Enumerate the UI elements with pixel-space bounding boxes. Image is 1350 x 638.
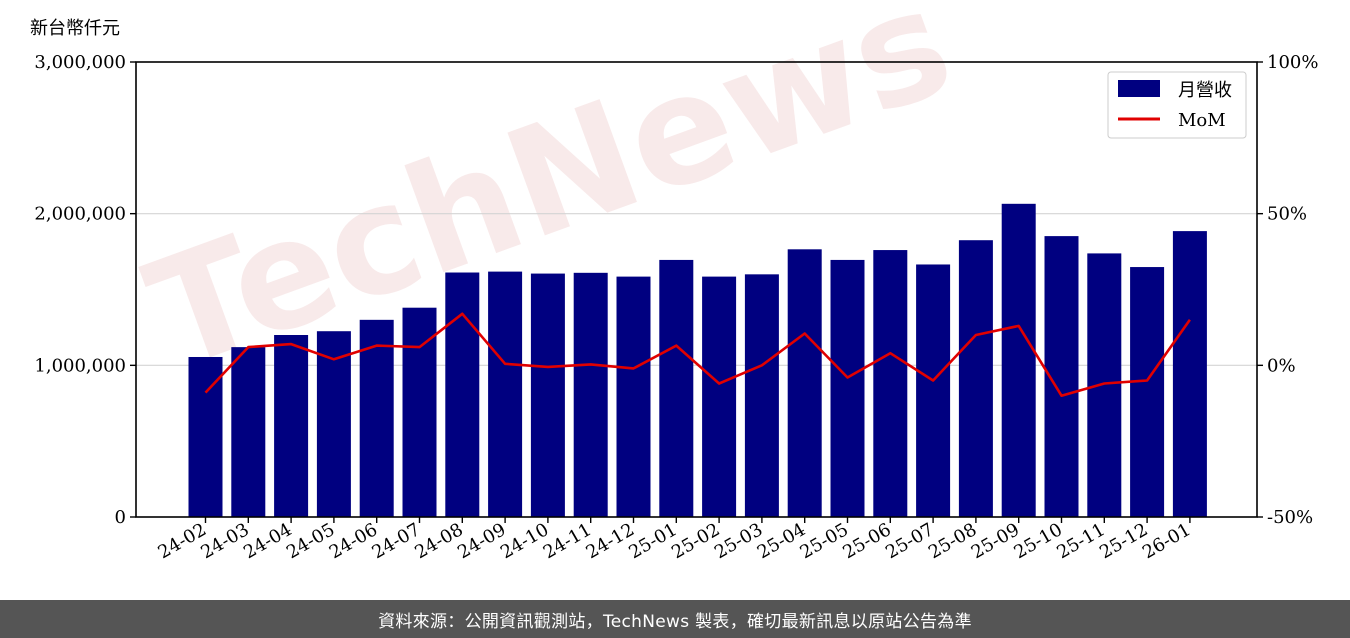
bar-25-08 bbox=[959, 240, 993, 517]
bar-24-10 bbox=[531, 274, 565, 517]
x-tick-label: 24-10 bbox=[497, 519, 552, 563]
x-tick-label: 25-03 bbox=[711, 519, 766, 563]
bar-25-02 bbox=[702, 277, 736, 517]
footer-text: 資料來源：公開資訊觀測站，TechNews 製表，確切最新訊息以原站公告為準 bbox=[378, 607, 972, 632]
bar-25-04 bbox=[788, 249, 822, 517]
legend: 月營收 MoM bbox=[1108, 72, 1246, 138]
x-tick-label: 24-11 bbox=[540, 519, 595, 563]
bar-25-01 bbox=[659, 260, 693, 517]
bar-24-04 bbox=[274, 335, 308, 517]
x-tick-label: 24-05 bbox=[283, 519, 338, 563]
x-tick-label: 25-04 bbox=[754, 519, 809, 563]
y2-tick-label: 0% bbox=[1267, 355, 1296, 376]
x-tick-label: 25-11 bbox=[1053, 519, 1108, 563]
bar-25-11 bbox=[1087, 253, 1121, 517]
legend-label-mom: MoM bbox=[1178, 110, 1226, 131]
x-tick-label: 25-09 bbox=[968, 519, 1023, 563]
bar-26-01 bbox=[1173, 231, 1207, 517]
x-tick-label: 24-02 bbox=[155, 519, 210, 563]
x-tick-label: 25-12 bbox=[1096, 519, 1151, 563]
y-tick-label: 0 bbox=[115, 507, 126, 528]
y2-tick-label: 100% bbox=[1267, 52, 1318, 73]
x-tick-label: 26-01 bbox=[1139, 519, 1194, 563]
x-tick-label: 24-03 bbox=[197, 519, 252, 563]
x-tick-label: 25-02 bbox=[668, 519, 723, 563]
y2-tick-label: -50% bbox=[1267, 507, 1313, 528]
y-tick-label: 2,000,000 bbox=[34, 204, 126, 225]
x-tick-label: 25-06 bbox=[839, 519, 894, 563]
source-footer: 資料來源：公開資訊觀測站，TechNews 製表，確切最新訊息以原站公告為準 bbox=[0, 600, 1350, 638]
bar-24-03 bbox=[231, 347, 265, 517]
x-tick-label: 24-09 bbox=[454, 519, 509, 563]
bar-25-09 bbox=[1002, 204, 1036, 517]
y-tick-label: 1,000,000 bbox=[34, 355, 126, 376]
x-tick-label: 24-12 bbox=[583, 519, 638, 563]
bar-25-05 bbox=[831, 260, 865, 517]
y-axis-unit-label: 新台幣仟元 bbox=[30, 18, 120, 39]
x-tick-label: 25-01 bbox=[625, 519, 680, 563]
bar-25-07 bbox=[916, 264, 950, 517]
legend-swatch-revenue bbox=[1118, 80, 1160, 97]
x-tick-label: 24-08 bbox=[411, 519, 466, 563]
bar-25-03 bbox=[745, 274, 779, 517]
bar-25-12 bbox=[1130, 267, 1164, 517]
bar-24-09 bbox=[488, 272, 522, 517]
x-tick-label: 24-04 bbox=[240, 519, 295, 563]
legend-label-revenue: 月營收 bbox=[1178, 80, 1232, 101]
x-tick-label: 24-06 bbox=[326, 519, 381, 563]
x-tick-label: 24-07 bbox=[369, 519, 424, 563]
chart: TechNews 01,000,0002,000,0003,000,000-50… bbox=[0, 0, 1350, 600]
x-tick-label: 25-10 bbox=[1011, 519, 1066, 563]
bar-24-08 bbox=[445, 273, 479, 517]
bar-24-11 bbox=[574, 273, 608, 517]
y-tick-label: 3,000,000 bbox=[34, 52, 126, 73]
bar-24-12 bbox=[617, 277, 651, 517]
x-tick-label: 25-07 bbox=[882, 519, 937, 563]
x-tick-label: 25-08 bbox=[925, 519, 980, 563]
x-tick-label: 25-05 bbox=[797, 519, 852, 563]
bar-25-06 bbox=[873, 250, 907, 517]
y2-tick-label: 50% bbox=[1267, 204, 1307, 225]
